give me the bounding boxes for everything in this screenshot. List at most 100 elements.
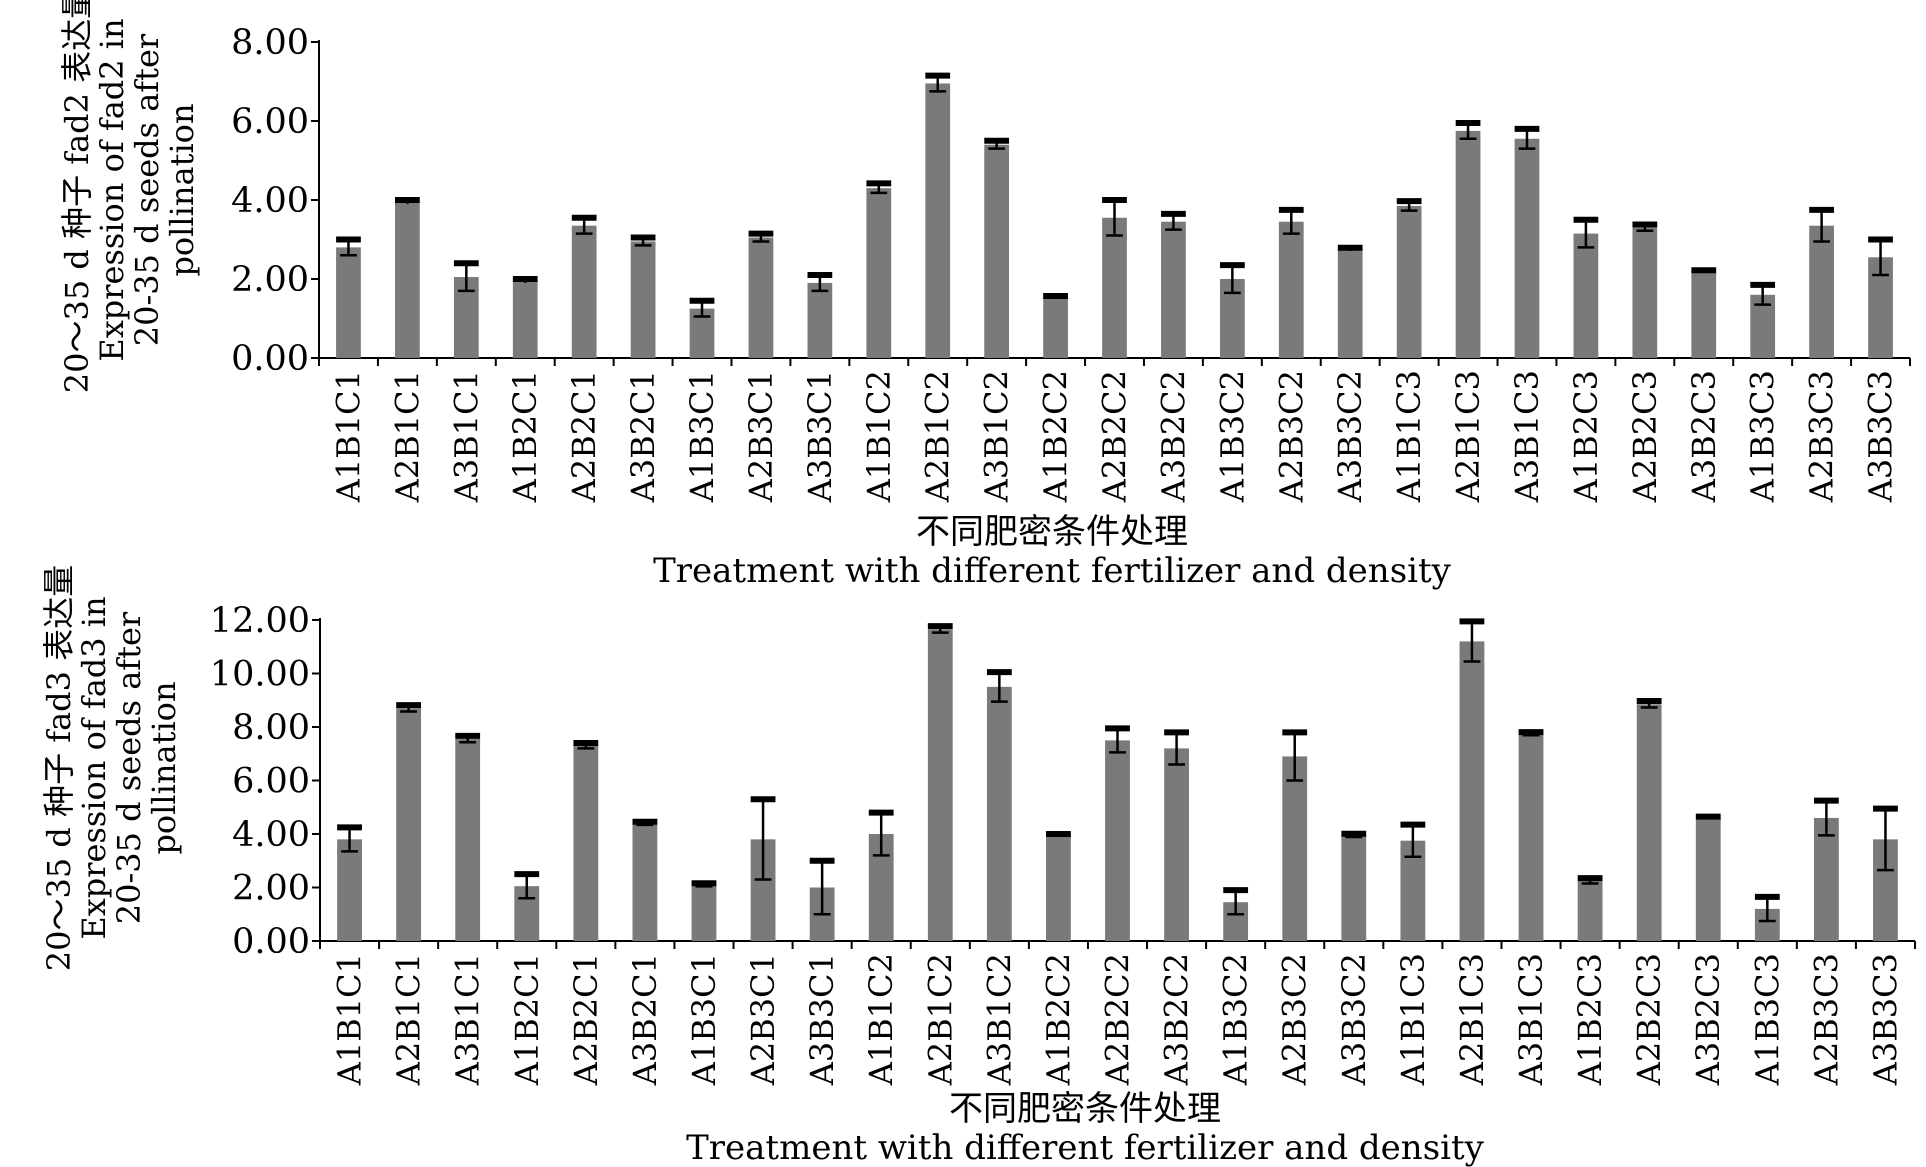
- y-axis-title-line-2: Expression of fad2 in: [93, 18, 131, 361]
- category-label-A3B1C3: A3B1C3: [1508, 370, 1546, 503]
- y-tick-label: 10.00: [210, 655, 310, 695]
- bar-A3B2C2: [1164, 748, 1189, 941]
- bar-A2B3C3: [1809, 225, 1834, 358]
- bar-A2B3C1: [748, 237, 774, 358]
- category-label-A1B2C3: A1B2C3: [1567, 370, 1605, 503]
- bar-A2B2C2: [1105, 740, 1130, 941]
- category-label-A3B1C2: A3B1C2: [978, 370, 1016, 503]
- bar-A3B1C3: [1514, 138, 1540, 358]
- category-label-A1B3C2: A1B3C2: [1213, 370, 1251, 503]
- bar-A1B1C2: [866, 188, 892, 358]
- category-label-A3B1C3: A3B1C3: [1512, 953, 1550, 1086]
- category-label-A1B3C2: A1B3C2: [1217, 953, 1255, 1086]
- bar-A1B1C1: [336, 247, 361, 358]
- bar-A2B1C3: [1455, 130, 1481, 358]
- category-label-A3B3C1: A3B3C1: [801, 370, 839, 503]
- y-tick-label: 6.00: [232, 762, 310, 802]
- bar-A2B2C3: [1636, 704, 1662, 941]
- category-label-A1B2C2: A1B2C2: [1037, 370, 1075, 503]
- y-axis-title-line-4: pollination: [145, 681, 183, 854]
- bar-A1B2C2: [1046, 834, 1071, 941]
- category-label-A3B3C2: A3B3C2: [1335, 953, 1373, 1086]
- x-axis-title-line-2: Treatment with different fertilizer and …: [653, 551, 1452, 591]
- bar-A1B2C2: [1043, 296, 1068, 358]
- category-label-A2B1C1: A2B1C1: [390, 953, 428, 1086]
- bar-A2B1C1: [395, 201, 420, 358]
- y-axis-title: 20～35 d 种子 fad2 表达量 Expression of fad2 i…: [58, 0, 201, 393]
- bar-A3B3C2: [1337, 249, 1363, 358]
- y-tick-label: 0.00: [231, 339, 309, 379]
- bar-A3B1C3: [1518, 733, 1544, 941]
- fad3-expression-chart: 20～35 d 种子 fad3 表达量 Expression of fad3 i…: [40, 565, 1916, 1167]
- bar-A2B3C3: [1813, 817, 1839, 941]
- category-label-A2B3C3: A2B3C3: [1803, 370, 1841, 503]
- category-label-A3B3C2: A3B3C2: [1331, 370, 1369, 503]
- category-label-A1B3C1: A1B3C1: [683, 370, 721, 503]
- category-label-A3B3C1: A3B3C1: [803, 953, 841, 1086]
- bar-A3B1C1: [455, 739, 481, 941]
- category-label-A1B1C3: A1B1C3: [1394, 953, 1432, 1086]
- y-tick-label: 4.00: [231, 181, 309, 221]
- bar-A1B3C1: [691, 884, 717, 941]
- bar-A1B2C1: [512, 280, 538, 358]
- bar-A2B1C2: [927, 629, 953, 941]
- category-label-A3B3C3: A3B3C3: [1862, 370, 1900, 503]
- y-tick-label: 2.00: [231, 260, 309, 300]
- category-label-A3B2C1: A3B2C1: [624, 370, 662, 503]
- y-axis-title-line-3: 20-35 d seeds after: [128, 33, 166, 346]
- y-tick-label: 0.00: [232, 922, 310, 962]
- bar-A3B1C2: [984, 144, 1010, 358]
- bar-A1B1C3: [1396, 205, 1422, 358]
- category-label-A2B1C2: A2B1C2: [919, 370, 957, 503]
- x-axis-title-line-2: Treatment with different fertilizer and …: [686, 1128, 1485, 1167]
- y-axis-title-line-1: 20～35 d 种子 fad2 表达量: [58, 0, 96, 393]
- category-label-A1B1C3: A1B1C3: [1390, 370, 1428, 503]
- category-label-A3B1C1: A3B1C1: [447, 370, 485, 503]
- category-label-A1B3C3: A1B3C3: [1748, 953, 1786, 1086]
- category-label-A2B3C1: A2B3C1: [742, 370, 780, 503]
- category-label-A1B1C1: A1B1C1: [329, 370, 367, 503]
- category-label-A3B2C2: A3B2C2: [1154, 370, 1192, 503]
- bar-A2B2C1: [571, 225, 597, 358]
- bar-A1B2C3: [1577, 880, 1603, 941]
- category-label-A3B1C2: A3B1C2: [980, 953, 1018, 1086]
- y-axis-title-line-2: Expression of fad3 in: [75, 596, 113, 939]
- category-label-A2B3C2: A2B3C2: [1276, 953, 1314, 1086]
- category-label-A3B2C1: A3B2C1: [626, 953, 664, 1086]
- category-label-A2B1C2: A2B1C2: [921, 953, 959, 1086]
- category-label-A3B2C3: A3B2C3: [1689, 953, 1727, 1086]
- bar-A1B1C1: [337, 839, 362, 941]
- category-label-A1B3C1: A1B3C1: [685, 953, 723, 1086]
- category-label-A3B2C3: A3B2C3: [1685, 370, 1723, 503]
- category-label-A1B1C2: A1B1C2: [862, 953, 900, 1086]
- category-label-A2B2C1: A2B2C1: [567, 953, 605, 1086]
- category-label-A1B3C3: A1B3C3: [1744, 370, 1782, 503]
- category-label-A3B3C3: A3B3C3: [1866, 953, 1904, 1086]
- bar-A1B2C3: [1573, 233, 1599, 358]
- bar-A2B1C1: [396, 708, 422, 941]
- category-label-A1B2C2: A1B2C2: [1039, 953, 1077, 1086]
- bar-A3B2C3: [1691, 271, 1717, 358]
- category-label-A1B1C2: A1B1C2: [860, 370, 898, 503]
- category-label-A2B3C2: A2B3C2: [1272, 370, 1310, 503]
- y-tick-label: 2.00: [232, 869, 310, 909]
- category-label-A2B1C3: A2B1C3: [1453, 953, 1491, 1086]
- bar-A3B2C1: [630, 241, 656, 358]
- y-tick-label: 12.00: [210, 601, 310, 641]
- category-label-A2B2C3: A2B2C3: [1630, 953, 1668, 1086]
- category-label-A2B2C2: A2B2C2: [1096, 370, 1134, 503]
- category-label-A3B2C2: A3B2C2: [1158, 953, 1196, 1086]
- bar-A2B2C1: [573, 745, 599, 941]
- x-axis-title-line-1: 不同肥密条件处理: [949, 1089, 1221, 1129]
- category-label-A1B1C1: A1B1C1: [331, 953, 369, 1086]
- category-label-A2B2C3: A2B2C3: [1626, 370, 1664, 503]
- category-label-A1B2C1: A1B2C1: [508, 953, 546, 1086]
- bar-A3B3C2: [1341, 835, 1367, 941]
- y-tick-label: 8.00: [232, 708, 310, 748]
- y-tick-label: 6.00: [231, 102, 309, 142]
- category-label-A2B3C1: A2B3C1: [744, 953, 782, 1086]
- bar-A2B1C3: [1459, 641, 1485, 941]
- y-tick-label: 4.00: [232, 815, 310, 855]
- category-label-A2B3C3: A2B3C3: [1807, 953, 1845, 1086]
- category-label-A2B1C3: A2B1C3: [1449, 370, 1487, 503]
